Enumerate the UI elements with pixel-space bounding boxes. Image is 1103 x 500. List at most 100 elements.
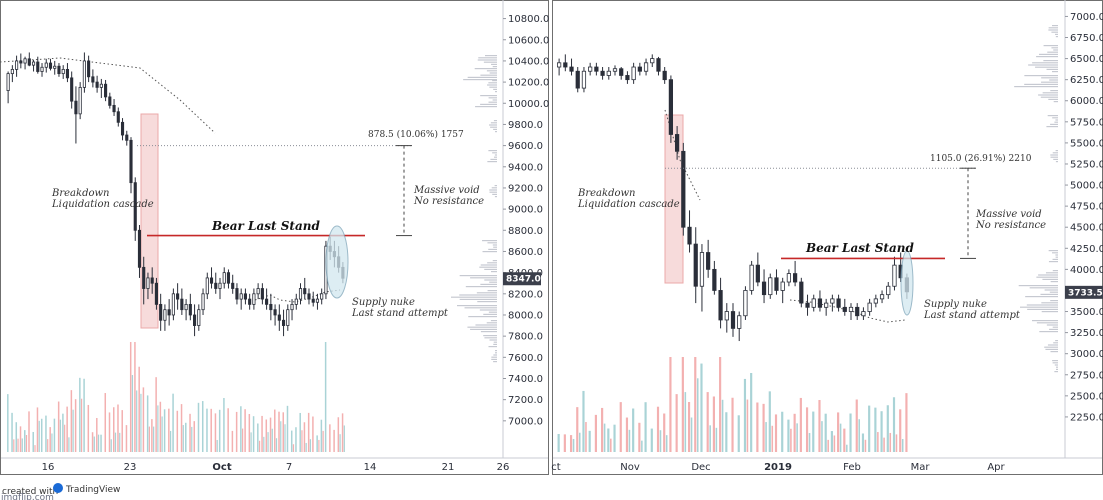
volume-bar <box>743 378 747 452</box>
candle-body <box>749 264 754 291</box>
volume-bar <box>13 439 15 452</box>
candle <box>737 311 742 342</box>
candle <box>307 288 311 305</box>
volume-bar <box>214 413 217 452</box>
volume-bar <box>15 422 18 452</box>
profile-bar <box>477 301 497 303</box>
profile-bar <box>479 266 497 268</box>
volume-bar <box>299 412 301 452</box>
candle-body <box>112 104 116 113</box>
candle <box>150 267 154 294</box>
y-tick-label: 5500.0 <box>1070 138 1103 149</box>
volume-bar <box>235 411 238 452</box>
candle <box>146 272 150 300</box>
candle-body <box>556 62 562 68</box>
profile-bar <box>482 251 497 253</box>
volume-bar <box>837 412 840 452</box>
volume-bar <box>318 439 320 452</box>
profile-bar <box>1048 250 1058 252</box>
volume-bar <box>153 426 155 452</box>
candle <box>78 82 82 120</box>
profile-bar <box>495 350 497 352</box>
volume-bar <box>278 411 280 452</box>
candle <box>180 288 184 315</box>
candle-body <box>180 298 184 311</box>
y-tick-label: 3250.0 <box>1070 328 1103 339</box>
volume-bar <box>96 417 98 452</box>
profile-bar <box>474 68 497 70</box>
y-tick-label: 3000.0 <box>1070 349 1103 360</box>
candle-body <box>792 273 798 283</box>
volume-bar <box>93 436 95 452</box>
annotation-liquidation-cascade: Liquidation cascade <box>51 199 154 210</box>
y-tick-label: 8600.0 <box>508 247 543 258</box>
candle <box>36 56 40 74</box>
y-tick-label: 8800.0 <box>508 226 543 237</box>
candle <box>612 65 618 76</box>
profile-bar <box>490 271 497 273</box>
profile-bar <box>1046 324 1058 326</box>
annotation-last-stand-attempt: Last stand attempt <box>351 308 449 319</box>
volume-bar <box>280 421 282 452</box>
volume-bar <box>307 412 310 452</box>
y-tick-label: 9200.0 <box>508 183 543 194</box>
candle-body <box>61 68 65 75</box>
profile-bar <box>451 296 497 298</box>
volume-bar <box>292 444 295 452</box>
y-tick-label: 10000.0 <box>508 99 549 110</box>
volume-bar <box>282 412 284 452</box>
candle <box>193 304 197 337</box>
profile-bar <box>491 358 497 360</box>
candle-body <box>811 298 816 308</box>
volume-profile <box>1014 25 1058 373</box>
candle <box>311 291 315 307</box>
candle-body <box>231 282 235 289</box>
volume-bar <box>557 433 560 452</box>
y-tick-label: 2250.0 <box>1070 412 1103 423</box>
volume-bar <box>68 437 70 452</box>
y-tick-label: 8200.0 <box>508 289 543 300</box>
candle-body <box>662 70 667 81</box>
profile-bar <box>1054 121 1058 123</box>
candle <box>594 62 599 76</box>
candle <box>861 307 866 320</box>
volume-bar <box>696 378 699 452</box>
volume-bar <box>74 399 77 452</box>
candle-body <box>774 277 779 291</box>
volume-bar <box>210 408 212 452</box>
volume-bar <box>91 432 94 452</box>
candle-body <box>594 66 599 72</box>
volume-bar <box>227 408 229 452</box>
volume-bar <box>66 406 68 452</box>
profile-bar <box>1047 344 1058 346</box>
volume-bar <box>641 440 643 452</box>
y-tick-label: 10200.0 <box>508 78 549 89</box>
candle-body <box>836 298 841 308</box>
volume-bar <box>632 408 635 452</box>
profile-bar <box>1026 304 1058 306</box>
candle <box>824 298 829 316</box>
volume-bar <box>725 412 728 452</box>
annotation-bear-last-stand: Bear Last Stand <box>805 241 914 255</box>
annotation-last-stand-attempt: Last stand attempt <box>923 310 1021 321</box>
volume-bar <box>675 394 678 452</box>
volume-bar <box>49 427 51 452</box>
candle <box>600 67 605 80</box>
tradingview-logo-icon <box>53 483 63 493</box>
candle <box>674 126 680 160</box>
volume-bar <box>793 413 796 452</box>
y-tick-label: 7800.0 <box>508 332 543 343</box>
profile-bar <box>1035 66 1058 68</box>
volume-bar <box>756 402 759 452</box>
moving-average-line <box>789 299 906 323</box>
annotation-liquidation-cascade: Liquidation cascade <box>577 199 680 210</box>
candle <box>231 274 235 294</box>
candle-body <box>209 277 214 284</box>
profile-bar <box>479 309 497 311</box>
candle-body <box>307 293 311 300</box>
volume-bar <box>781 411 784 452</box>
volume-bar <box>172 393 174 452</box>
volume-bar <box>737 415 740 452</box>
x-tick-label: Apr <box>987 462 1005 473</box>
